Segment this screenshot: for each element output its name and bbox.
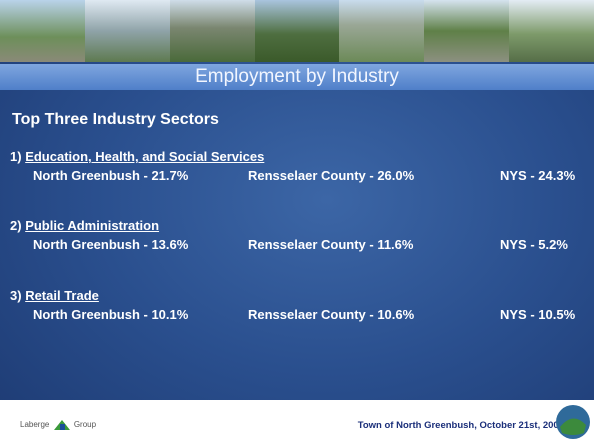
stat: NYS - 24.3%: [500, 168, 576, 183]
sector: 1) Education, Health, and Social Service…: [10, 149, 590, 186]
stat: Rensselaer County - 11.6%: [248, 237, 414, 252]
stat: NYS - 5.2%: [500, 237, 568, 252]
photo-banner: [0, 0, 594, 62]
sector-name: Retail Trade: [25, 288, 99, 303]
sector-number: 3): [10, 288, 22, 303]
stat: Rensselaer County - 26.0%: [248, 168, 415, 183]
sector: 2) Public Administration North Greenbush …: [10, 218, 590, 255]
sector-title: 1) Education, Health, and Social Service…: [10, 149, 590, 164]
sector-stats: North Greenbush - 13.6% Rensselaer County…: [10, 237, 590, 255]
sector-number: 2): [10, 218, 22, 233]
stat: NYS - 10.5%: [500, 307, 576, 322]
sector-title: 2) Public Administration: [10, 218, 590, 233]
sector-name: Education, Health, and Social Services: [25, 149, 265, 164]
heading: Top Three Industry Sectors: [12, 111, 219, 128]
sector-title: 3) Retail Trade: [10, 288, 590, 303]
sector-stats: North Greenbush - 21.7% Rensselaer County…: [10, 168, 590, 186]
stat: Rensselaer County - 10.6%: [248, 307, 415, 322]
slide-title: Employment by Industry: [0, 64, 594, 90]
footer-text: Town of North Greenbush, October 21st, 2…: [357, 420, 564, 431]
town-seal: [556, 405, 590, 439]
sector-number: 1): [10, 149, 22, 164]
stat: North Greenbush - 10.1%: [33, 307, 189, 322]
sector-name: Public Administration: [25, 218, 160, 233]
logo-text: Group: [73, 420, 97, 430]
footer: Laberge Group Town of North Greenbush, O…: [0, 400, 594, 444]
sector-stats: North Greenbush - 10.1% Rensselaer County…: [10, 307, 590, 325]
logo-icon: [53, 420, 70, 430]
logo-text: Laberge: [20, 420, 50, 430]
stat: North Greenbush - 21.7%: [33, 168, 189, 183]
stat: North Greenbush - 13.6%: [33, 237, 189, 252]
sector: 3) Retail Trade North Greenbush - 10.1% Re…: [10, 288, 590, 325]
logo: Laberge Group: [20, 418, 96, 432]
